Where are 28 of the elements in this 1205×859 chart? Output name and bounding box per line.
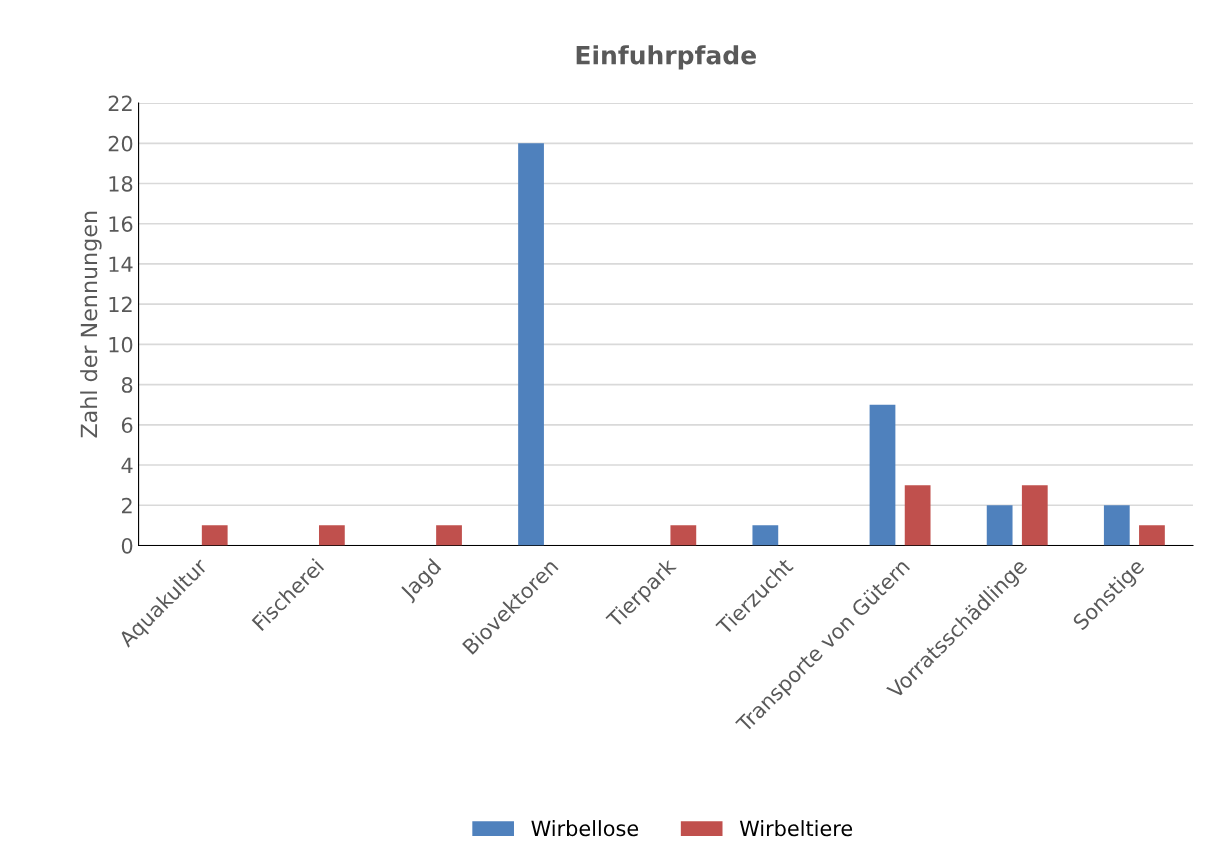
bar xyxy=(1139,525,1165,546)
y-tick-label: 4 xyxy=(121,457,133,473)
y-tick-label: 16 xyxy=(109,216,133,232)
y-tick-label: 12 xyxy=(109,296,132,313)
bar xyxy=(904,485,931,546)
legend-label: Wirbeltiere xyxy=(739,820,853,837)
y-tick-label: 6 xyxy=(121,417,133,434)
y-tick-label: 10 xyxy=(109,336,133,353)
y-tick-label: 2 xyxy=(121,497,132,514)
y-tick-label: 0 xyxy=(121,537,133,554)
y-tick-label: 14 xyxy=(109,256,133,272)
y-tick-label: 22 xyxy=(108,95,132,111)
bar xyxy=(201,525,228,546)
bar xyxy=(1021,485,1048,546)
bar xyxy=(752,525,779,546)
bar xyxy=(670,525,697,546)
bar xyxy=(1103,505,1130,546)
bar xyxy=(318,525,345,546)
y-axis-title: Zahl der Nennungen xyxy=(80,211,102,438)
bar xyxy=(986,505,1013,546)
bar xyxy=(869,404,896,546)
bar xyxy=(436,525,462,546)
y-tick-label: 8 xyxy=(121,377,133,393)
legend-label: Wirbellose xyxy=(531,820,639,837)
bar xyxy=(518,143,544,546)
chart-title: Einfuhrpfade xyxy=(576,45,756,70)
y-tick-label: 20 xyxy=(108,135,133,152)
y-tick-label: 18 xyxy=(109,175,133,192)
